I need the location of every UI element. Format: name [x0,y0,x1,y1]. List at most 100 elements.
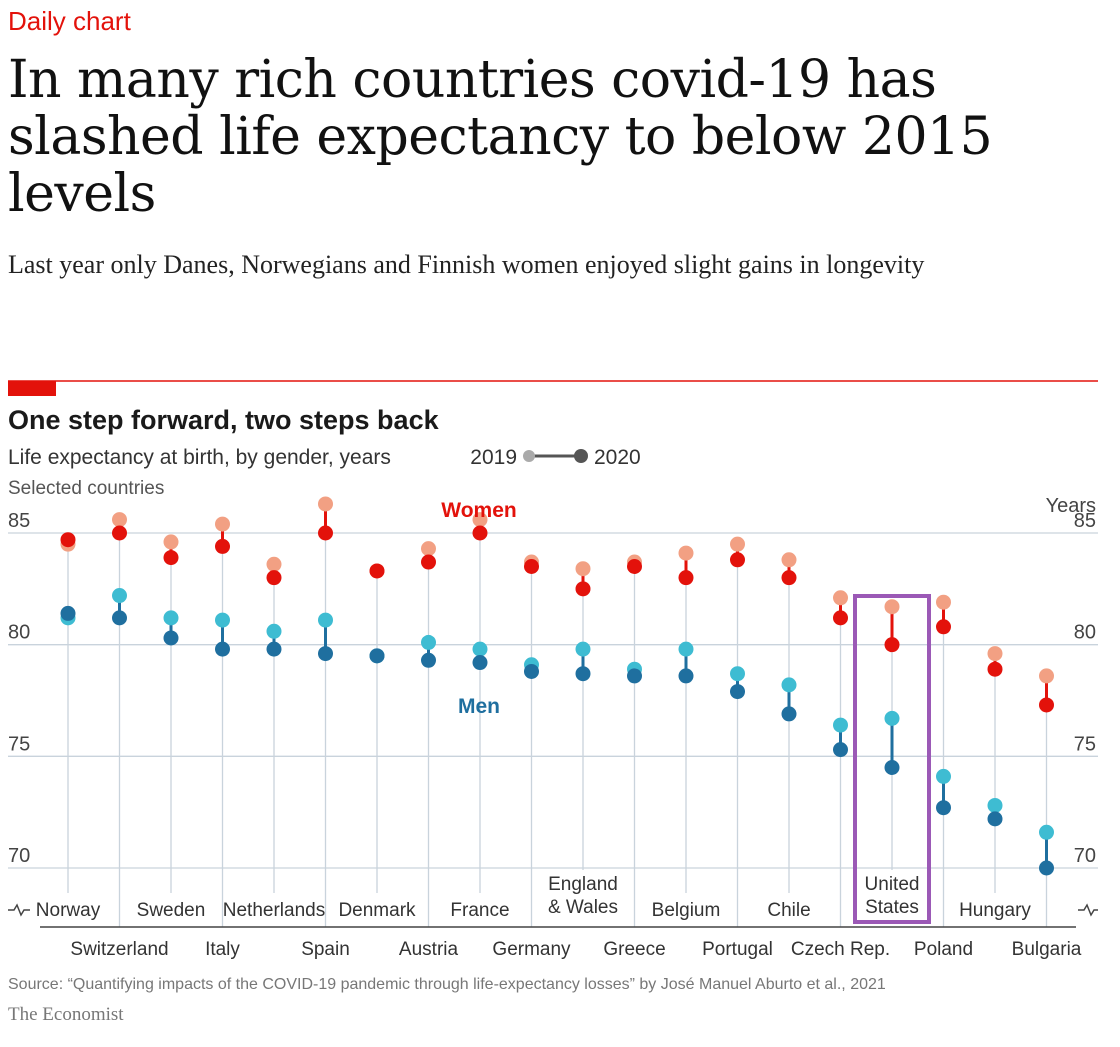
category-label: Portugal [702,939,773,960]
category-label-bg [642,894,730,920]
women-label: Women [441,499,516,522]
men-2020-dot [730,684,745,700]
men-2020-dot [936,800,951,816]
category-label-bg [848,870,936,922]
category-label: & Wales [548,897,618,918]
women-2020-dot [936,619,951,635]
category-label: Hungary [959,900,1031,921]
men-2020-dot [575,666,591,682]
women-2019-dot [215,516,230,532]
gridlines: 85 85 80 80 75 75 70 70 [8,510,1098,869]
ranges [66,503,1048,868]
women-2019-dot [112,512,127,528]
y-tick-label-left: 85 [8,510,30,532]
y-tick-label-left: 80 [8,622,30,644]
category-label-bg [127,894,215,920]
women-2019-dot [575,561,591,577]
brand: The Economist [8,1004,124,1025]
women-2019-dot [678,545,694,561]
women-2019-dot [936,594,951,610]
men-2019-dot [936,768,951,784]
category-label: Austria [399,939,459,960]
women-2020-dot [987,661,1003,677]
men-2020-dot [987,811,1003,827]
men-2019-dot [833,717,848,733]
women-2019-dot [472,512,488,528]
women-2020-dot [60,532,76,548]
women-2020-dot [163,550,179,566]
men-2020-dot [781,706,797,722]
y-tick-label-right: 85 [1074,510,1096,532]
men-2019-dot [215,612,230,628]
legend-to-dot [574,449,588,463]
women-2020-dot [1039,697,1054,713]
y-tick-label-left: 75 [8,733,30,755]
men-2020-dot [524,663,539,679]
women-2019-dot [730,536,745,552]
women-2020-dot [524,559,539,574]
y-tick-label-right: 80 [1074,622,1096,644]
men-2020-dot [60,605,76,621]
category-label: Netherlands [223,900,325,921]
men-2019-dot [112,588,127,604]
category-labels: Norway Switzerland Sweden Italy Netherlands S… [24,870,1082,960]
highlight-box [853,594,931,924]
source: Source: “Quantifying impacts of the COVI… [8,976,886,993]
men-2019-dot [575,641,591,657]
women-2020-dot [730,552,745,568]
category-label: Spain [301,939,350,960]
women-2020-dot [472,525,488,541]
men-2020-dot [627,668,642,684]
women-2020-dot [318,525,333,541]
men-2019-dot [730,666,745,682]
legend-from-label: 2019 [470,446,517,469]
women-2019-dot [987,646,1003,662]
men-2020-dot [1039,860,1054,876]
chart-title: One step forward, two steps back [8,405,440,435]
women-2020-dot [627,559,642,574]
women-2019-dot [421,541,436,557]
women-2019-dot [266,556,282,572]
women-2020-dot [678,570,694,586]
men-2020-dot [112,610,127,626]
category-label: States [865,897,919,918]
women-2019-dot [781,552,797,568]
women-2019-dot [884,599,900,615]
dots [60,496,1054,876]
category-label: Denmark [338,900,416,921]
category-label-bg [745,894,833,920]
men-2019-dot [987,797,1003,813]
category-label-bg [951,894,1039,920]
men-2019-dot [421,634,436,650]
men-2020-dot [369,648,385,664]
dek: Last year only Danes, Norwegians and Fin… [8,250,925,279]
women-2019-dot [318,496,333,512]
women-2019-dot [163,534,179,550]
y-axis-label: Years [1046,495,1096,517]
men-2019-dot [678,641,694,657]
men-2020-dot [678,668,694,684]
category-label-bg [230,894,318,920]
women-2020-dot [215,538,230,554]
category-label: Poland [914,939,973,960]
men-2020-dot [266,641,282,657]
men-2019-dot [1039,824,1054,840]
legend-from-dot [523,450,535,462]
men-2019-dot [472,641,488,657]
y-tick-label-right: 75 [1074,733,1096,755]
legend: 2019 2020 [470,446,640,469]
category-label: France [450,900,509,921]
category-label: Bulgaria [1012,939,1082,960]
headline: In many rich countries covid-19 has slas… [8,50,993,225]
kicker: Daily chart [8,6,131,36]
men-2019-dot [781,677,797,693]
y-tick-label-right: 70 [1074,845,1096,867]
axis-break-icon [8,903,30,917]
women-2020-dot [369,563,385,579]
men-2020-dot [472,655,488,671]
women-2020-dot [884,637,900,653]
chart-subtitle: Life expectancy at birth, by gender, yea… [8,446,391,469]
category-label: Belgium [652,900,721,921]
legend-to-label: 2020 [594,446,641,469]
category-label: Chile [767,900,810,921]
